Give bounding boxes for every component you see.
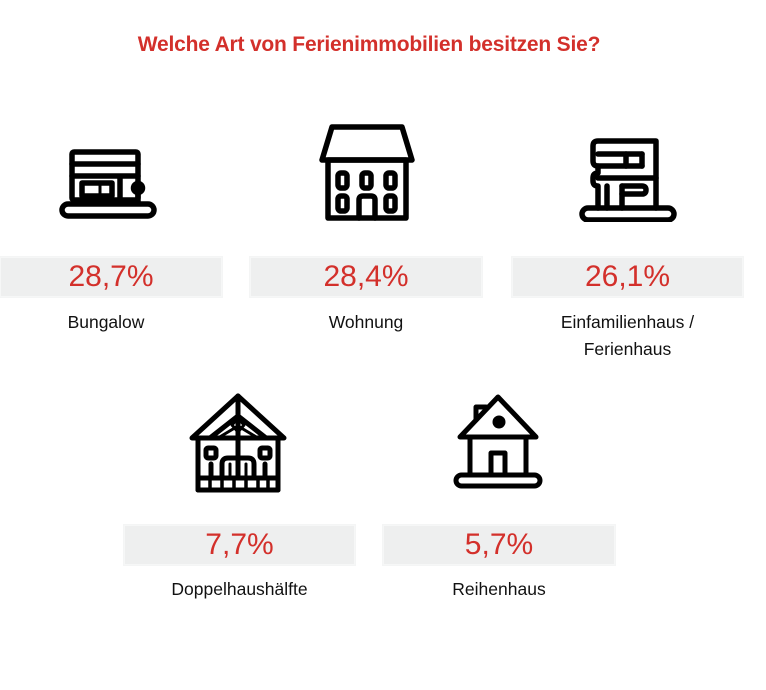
percent-box-bungalow: 28,7% <box>0 256 223 298</box>
chart-title: Welche Art von Ferienimmobilien besitzen… <box>137 33 601 56</box>
percent-box-einfamilienhaus: 26,1% <box>511 256 744 298</box>
modern-house-icon <box>578 134 678 222</box>
label-doppelhaushaelfte: Doppelhaushälfte <box>171 579 308 599</box>
percent-box-doppelhaushaelfte: 7,7% <box>123 524 356 566</box>
percent-value: 28,7% <box>68 260 154 293</box>
semi-detached-house-icon <box>188 392 288 494</box>
label-wohnung: Wohnung <box>328 312 404 332</box>
percent-value: 28,4% <box>323 260 409 293</box>
apartment-building-icon <box>318 122 416 222</box>
percent-box-wohnung: 28,4% <box>249 256 483 298</box>
percent-value: 7,7% <box>205 528 274 561</box>
label-reihenhaus: Reihenhaus <box>452 579 546 599</box>
label-bungalow: Bungalow <box>67 312 145 332</box>
percent-box-reihenhaus: 5,7% <box>382 524 616 566</box>
percent-value: 5,7% <box>464 528 534 561</box>
row-house-icon <box>452 393 544 489</box>
percent-value: 26,1% <box>584 260 671 293</box>
label-einfamilienhaus: Einfamilienhaus / Ferienhaus <box>560 312 695 359</box>
bungalow-icon <box>58 148 158 220</box>
